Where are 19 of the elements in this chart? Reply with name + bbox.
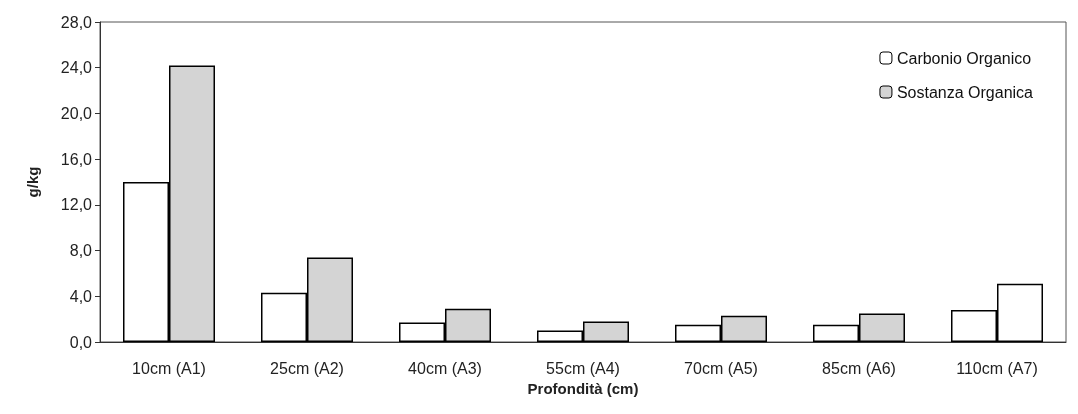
y-tick-label: 20,0 — [60, 104, 93, 122]
x-tick-label: 25cm (A2) — [270, 359, 344, 377]
y-tick-label: 16,0 — [60, 150, 93, 168]
y-tick-label: 0,0 — [69, 333, 93, 351]
y-tick-label: 24,0 — [60, 59, 93, 77]
x-tick-label: 85cm (A6) — [822, 359, 896, 377]
x-tick-label: 10cm (A1) — [132, 359, 206, 377]
y-axis-title: g/kg — [24, 166, 41, 198]
y-tick-label: 28,0 — [60, 13, 93, 31]
x-tick-label: 70cm (A5) — [684, 359, 758, 377]
legend-label: Carbonio Organico — [896, 49, 1032, 67]
y-tick-label: 4,0 — [69, 287, 93, 305]
x-tick-label: 110cm (A7) — [956, 359, 1038, 377]
y-tick-label: 12,0 — [60, 196, 93, 214]
x-tick-label: 55cm (A4) — [546, 359, 620, 377]
y-tick-label: 8,0 — [69, 242, 93, 260]
x-tick-label: 40cm (A3) — [408, 359, 482, 377]
x-axis-title: Profondità (cm) — [527, 379, 639, 397]
legend-label: Sostanza Organica — [896, 83, 1034, 101]
